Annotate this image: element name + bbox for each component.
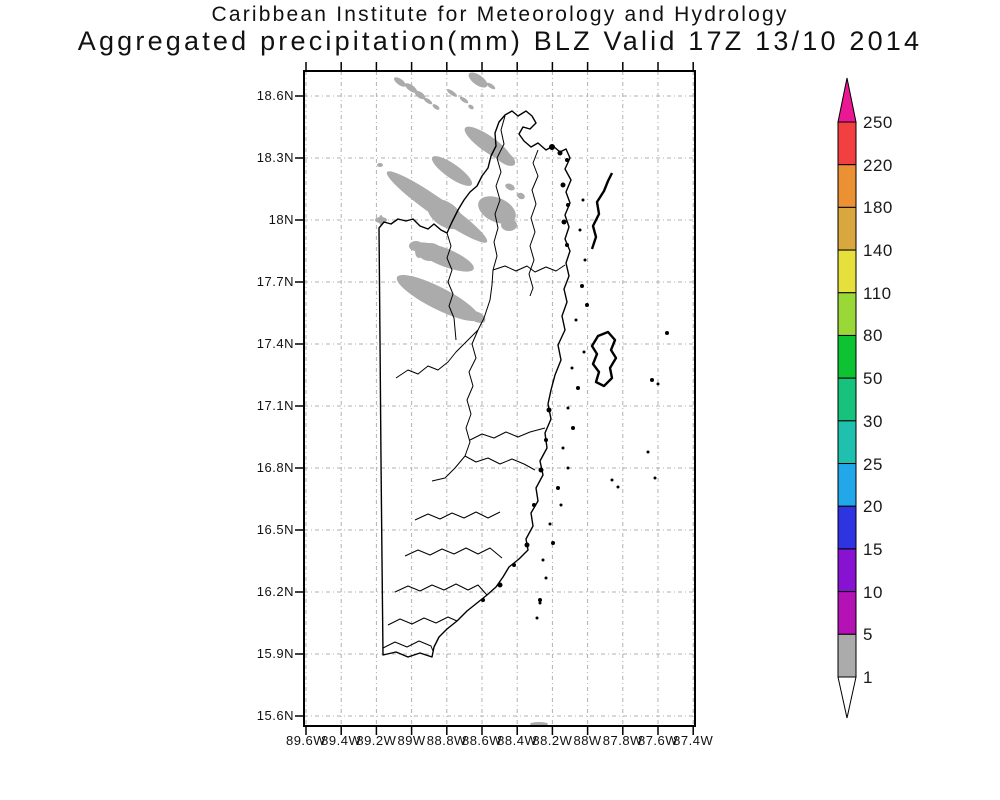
colorbar-arrow-top — [837, 77, 857, 123]
y-axis-label: 16.2N — [256, 584, 294, 599]
plot-title: Aggregated precipitation(mm) BLZ Valid 1… — [77, 26, 923, 56]
y-axis-label: 16.5N — [256, 522, 294, 537]
x-axis-label: 88.8W — [426, 733, 467, 748]
plot-frame — [303, 70, 696, 727]
colorbar-tick-label: 80 — [863, 326, 883, 346]
turneffe-atoll — [590, 330, 618, 388]
y-axis-label: 18.3N — [256, 150, 294, 165]
colorbar-segment — [837, 377, 857, 422]
y-axis-label: 17.1N — [256, 398, 294, 413]
colorbar-segment — [837, 505, 857, 550]
colorbar-segment — [837, 164, 857, 208]
colorbar-segment — [837, 206, 857, 251]
reef-cayes — [535, 198, 669, 620]
colorbar-tick-label: 15 — [863, 539, 883, 559]
colorbar-tick-label: 180 — [863, 198, 893, 218]
district-boundaries — [382, 115, 566, 652]
colorbar-segment — [837, 420, 857, 465]
y-axis-label: 15.6N — [256, 708, 294, 723]
x-axis-label: 88.4W — [497, 733, 538, 748]
precipitation-shading — [375, 72, 548, 726]
colorbar-segment — [837, 548, 857, 593]
axis-ticks — [295, 62, 694, 735]
belize-coastline — [378, 110, 572, 658]
x-axis-label: 88W — [573, 733, 602, 748]
colorbar-tick-label: 220 — [863, 155, 893, 175]
colorbar-segment — [837, 633, 857, 678]
colorbar-segment — [837, 334, 857, 379]
x-axis-label: 87.4W — [673, 733, 714, 748]
plot-titles: Caribbean Institute for Meteorology and … — [0, 0, 1000, 56]
x-axis-label: 89W — [397, 733, 426, 748]
colorbar-segment — [837, 121, 857, 166]
grid-lines — [304, 71, 695, 726]
colorbar-tick-label: 50 — [863, 369, 883, 389]
colorbar-tick-label: 250 — [863, 113, 893, 132]
y-axis-label: 15.9N — [256, 646, 294, 661]
colorbar-segment — [837, 292, 857, 336]
y-axis-label: 18.6N — [256, 88, 294, 103]
colorbar-segment — [837, 463, 857, 507]
colorbar-arrow-bottom — [837, 676, 857, 719]
colorbar-tick-label: 110 — [863, 283, 892, 303]
colorbar-segment — [837, 591, 857, 635]
x-axis-label: 88.2W — [532, 733, 573, 748]
colorbar-tick-label: 1 — [863, 668, 873, 687]
colorbar-tick-label: 10 — [863, 582, 883, 602]
x-axis-label: 89.4W — [321, 733, 362, 748]
x-axis-label: 87.8W — [602, 733, 643, 748]
coastal-lagoons — [481, 144, 570, 602]
ambergris-caye — [590, 172, 614, 250]
colorbar-tick-label: 140 — [863, 241, 893, 261]
y-axis-label: 17.4N — [256, 336, 294, 351]
colorbar-tick-label: 30 — [863, 411, 883, 431]
x-axis-label: 89.2W — [356, 733, 397, 748]
y-axis-label: 16.8N — [256, 460, 294, 475]
precip-patch-group — [375, 72, 548, 726]
colorbar-tick-label: 25 — [863, 454, 883, 474]
colorbar-tick-label: 5 — [863, 625, 873, 645]
y-axis-label: 17.7N — [256, 274, 294, 289]
colorbar — [837, 77, 857, 719]
belize-map — [378, 110, 669, 658]
colorbar-tick-label: 20 — [863, 497, 883, 517]
y-axis-label: 18N — [268, 212, 294, 227]
x-axis-label: 87.6W — [637, 733, 679, 748]
institute-title: Caribbean Institute for Meteorology and … — [211, 3, 789, 26]
x-axis-label: 88.6W — [461, 733, 503, 748]
x-axis-label: 89.6W — [285, 733, 327, 748]
colorbar-segment — [837, 249, 857, 294]
